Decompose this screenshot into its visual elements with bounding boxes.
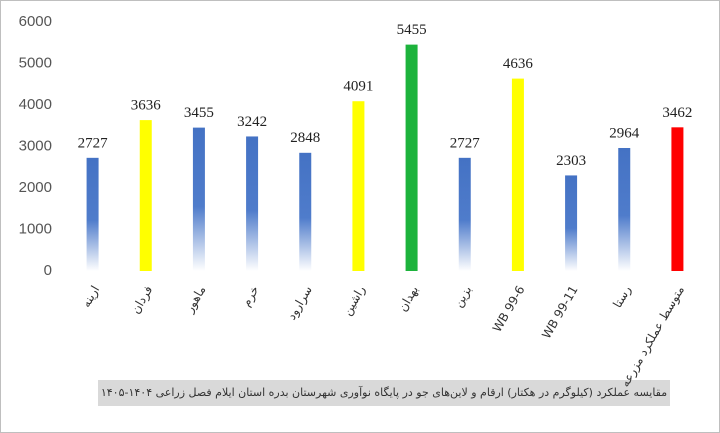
bar	[86, 157, 99, 271]
y-tick-label: 0	[44, 262, 52, 279]
y-tick-label: 3000	[19, 137, 52, 154]
bar	[565, 175, 578, 271]
data-label: 4091	[343, 79, 373, 95]
y-tick-label: 5000	[19, 54, 52, 71]
bar	[405, 44, 418, 272]
y-tick-label: 6000	[19, 13, 52, 30]
data-label: 3636	[131, 98, 162, 114]
data-label: 2727	[450, 135, 481, 151]
data-label: 3242	[237, 114, 267, 130]
data-label: 2303	[556, 153, 586, 169]
y-tick-label: 4000	[19, 96, 52, 113]
bar	[299, 152, 312, 271]
bar	[352, 101, 365, 271]
bar	[618, 147, 631, 271]
title-box	[98, 380, 670, 406]
y-tick-label: 1000	[19, 220, 52, 237]
bar	[671, 127, 684, 272]
bar	[458, 157, 471, 271]
data-label: 3455	[184, 105, 214, 121]
data-label: 5455	[397, 22, 427, 38]
bar	[192, 127, 205, 272]
bar	[511, 78, 524, 271]
y-tick-label: 2000	[19, 179, 52, 196]
data-label: 4636	[503, 56, 534, 72]
data-label: 2727	[78, 135, 109, 151]
data-label: 3462	[662, 105, 692, 121]
data-label: 2848	[290, 130, 320, 146]
data-label: 2964	[609, 125, 640, 141]
chart-title: مقایسه عملکرد (کیلوگرم در هکتار) ارقام و…	[101, 385, 667, 399]
bar	[139, 120, 152, 271]
bar	[246, 136, 259, 271]
